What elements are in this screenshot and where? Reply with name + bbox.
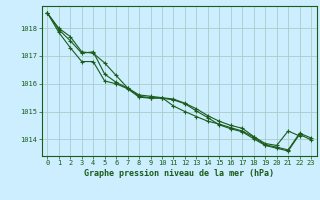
X-axis label: Graphe pression niveau de la mer (hPa): Graphe pression niveau de la mer (hPa) xyxy=(84,169,274,178)
